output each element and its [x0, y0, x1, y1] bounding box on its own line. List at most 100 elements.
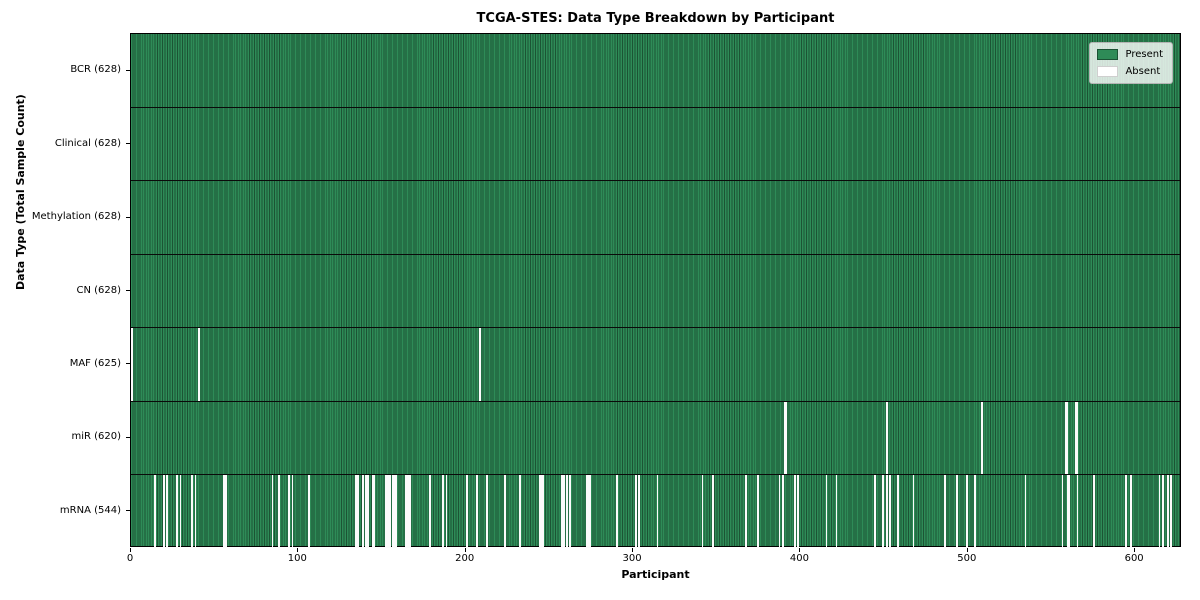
ytick-mark — [126, 510, 130, 512]
ytick-mark — [126, 290, 130, 291]
xtick-label-0: 0 — [126, 553, 134, 564]
absent-marker-mRNA — [701, 474, 704, 548]
absent-marker-mRNA — [711, 474, 714, 548]
absent-marker-miR — [1064, 401, 1067, 475]
absent-marker-mRNA — [191, 474, 194, 548]
absent-marker-miR — [783, 401, 786, 475]
absent-swatch-icon — [1097, 66, 1119, 77]
ytick-mark — [126, 216, 130, 218]
absent-marker-mRNA — [278, 474, 281, 548]
absent-marker-MAF — [479, 327, 481, 402]
absent-marker-mRNA — [541, 474, 543, 548]
ytick-label-miR: miR (620) — [71, 431, 121, 443]
absent-marker-mRNA — [271, 474, 274, 548]
absent-marker-mRNA — [194, 474, 197, 548]
absent-marker-mRNA — [793, 474, 796, 548]
absent-marker-mRNA — [1161, 474, 1164, 548]
xtick-label-300: 300 — [622, 553, 642, 564]
absent-marker-mRNA — [1068, 474, 1070, 548]
absent-marker-mRNA — [475, 474, 478, 548]
absent-marker-mRNA — [885, 474, 888, 548]
absent-marker-mRNA — [966, 474, 968, 548]
absent-marker-mRNA — [223, 474, 225, 548]
ytick-mark — [126, 363, 130, 365]
absent-marker-mRNA — [874, 474, 876, 548]
absent-marker-mRNA — [371, 474, 374, 548]
absent-marker-mRNA — [569, 474, 572, 548]
xtick-mark — [297, 548, 299, 552]
absent-marker-mRNA — [825, 474, 828, 548]
absent-marker-mRNA — [176, 474, 178, 548]
absent-marker-mRNA — [407, 474, 409, 548]
absent-marker-mRNA — [385, 474, 388, 548]
absent-marker-mRNA — [897, 474, 900, 548]
absent-marker-mRNA — [392, 474, 394, 548]
absent-marker-mRNA — [154, 474, 157, 548]
absent-marker-mRNA — [395, 474, 398, 548]
xtick-label-100: 100 — [287, 553, 307, 564]
legend-entry-present: Present — [1097, 48, 1163, 61]
row-divider — [131, 106, 1180, 109]
absent-marker-mRNA — [756, 474, 759, 548]
row-divider — [131, 473, 1180, 476]
absent-marker-mRNA — [634, 474, 637, 548]
absent-marker-mRNA — [442, 474, 445, 548]
absent-marker-mRNA — [365, 474, 368, 548]
absent-marker-mRNA — [912, 474, 915, 548]
absent-marker-miR — [1066, 401, 1069, 475]
absent-marker-mRNA — [889, 474, 891, 548]
xtick-mark — [1134, 548, 1136, 552]
ytick-label-BCR: BCR (628) — [70, 64, 121, 76]
absent-marker-mRNA — [561, 474, 563, 548]
absent-marker-mRNA — [308, 474, 311, 548]
legend-label-absent: Absent — [1125, 66, 1161, 77]
absent-marker-mRNA — [166, 474, 168, 548]
absent-marker-mRNA — [589, 474, 592, 548]
absent-marker-mRNA — [465, 474, 468, 548]
xtick-mark — [632, 548, 634, 552]
absent-marker-mRNA — [782, 474, 784, 548]
absent-marker-mRNA — [1130, 474, 1132, 548]
row-divider — [131, 180, 1180, 182]
present-swatch-icon — [1097, 49, 1119, 60]
absent-marker-mRNA — [1024, 474, 1027, 548]
row-divider — [131, 327, 1180, 329]
ytick-label-Methylation: Methylation (628) — [31, 211, 121, 223]
absent-marker-mRNA — [445, 474, 448, 548]
ytick-label-Clinical: Clinical (628) — [54, 137, 121, 149]
absent-marker-mRNA — [393, 474, 396, 548]
row-divider — [131, 400, 1180, 402]
absent-marker-mRNA — [745, 474, 747, 548]
absent-marker-mRNA — [519, 474, 522, 548]
absent-marker-mRNA — [1076, 474, 1079, 548]
absent-marker-mRNA — [355, 474, 358, 548]
xtick-label-200: 200 — [455, 553, 475, 564]
absent-marker-mRNA — [1093, 474, 1096, 548]
absent-marker-mRNA — [974, 474, 977, 548]
absent-marker-mRNA — [162, 474, 165, 548]
absent-marker-mRNA — [944, 474, 947, 548]
absent-marker-mRNA — [485, 474, 488, 548]
ytick-mark — [126, 143, 130, 145]
absent-marker-mRNA — [539, 474, 542, 548]
absent-marker-mRNA — [291, 474, 294, 548]
ytick-label-mRNA: mRNA (544) — [59, 504, 121, 516]
absent-marker-mRNA — [566, 474, 568, 548]
absent-marker-mRNA — [366, 474, 369, 548]
absent-marker-mRNA — [428, 474, 431, 548]
absent-marker-mRNA — [638, 474, 640, 548]
absent-marker-mRNA — [504, 474, 506, 548]
absent-marker-mRNA — [1066, 474, 1069, 548]
absent-marker-mRNA — [542, 474, 545, 548]
absent-marker-miR — [1076, 401, 1079, 475]
absent-marker-mRNA — [356, 474, 359, 548]
absent-marker-mRNA — [1166, 474, 1169, 548]
plot-area: Present Absent — [130, 33, 1181, 548]
absent-marker-mRNA — [224, 474, 227, 548]
ytick-mark — [126, 436, 130, 438]
absent-marker-mRNA — [562, 474, 565, 548]
absent-marker-miR — [885, 401, 888, 475]
xtick-label-500: 500 — [957, 553, 977, 564]
absent-marker-mRNA — [288, 474, 291, 548]
